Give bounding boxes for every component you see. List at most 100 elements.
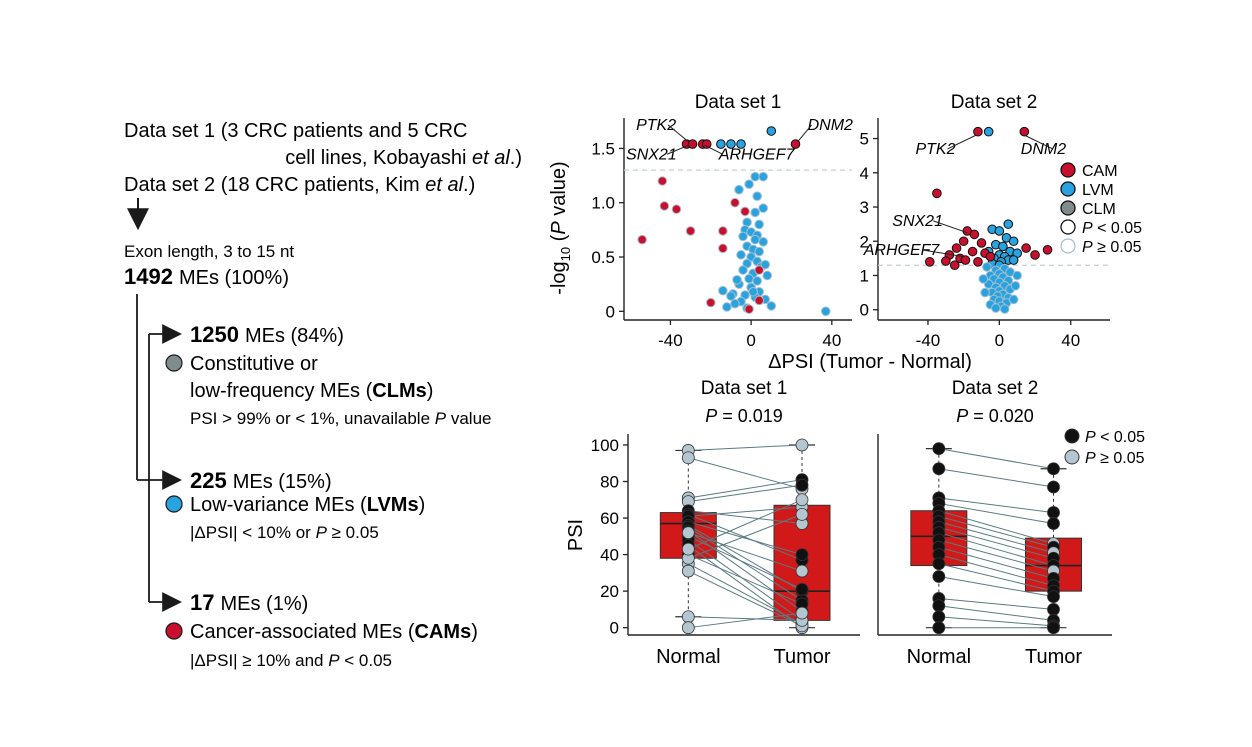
lvm-point [1008,236,1019,247]
pair-line [688,499,803,550]
cam-point [960,255,971,265]
cam-point [985,251,996,262]
gene-label-pointer [922,249,964,258]
cam-point [754,265,764,275]
pair-line [688,457,803,490]
clm-dot-icon [165,354,183,372]
clm-desc2: low-frequency MEs (CLMs) [190,380,433,402]
gene-label-pointer [797,124,812,143]
lvm-point [758,203,769,213]
pair-line [938,532,1054,567]
gene-label-pointer [947,134,977,150]
tumor-point [795,478,809,492]
cam-point [941,256,951,266]
flowchart: Data set 1 (3 CRC patients and 5 CRC cel… [124,120,522,670]
lvm-point [1008,255,1019,265]
lvm-point [998,241,1008,252]
y-tick-label: 0 [860,301,869,320]
legend-marker [1060,200,1076,216]
legend-marker [1060,238,1076,254]
cam-point [951,243,962,253]
boxplot-title: Data set 1 [701,378,788,399]
exon-filter-text: Exon length, 3 to 15 nt [124,242,294,261]
cam-point [1042,245,1053,255]
gene-label: PTK2 [915,141,955,158]
tumor-point [795,582,809,596]
pair-line [938,616,1054,627]
gene-label: DNM2 [1021,141,1066,158]
pair-line [938,563,1054,592]
cam-point [976,238,987,248]
pair-line [688,570,803,627]
lvm-point [732,275,742,285]
normal-point [681,564,695,578]
dataset1-line1: Data set 1 (3 CRC patients and 5 CRC [124,120,468,142]
cam-point [718,226,728,236]
gene-label: PTK2 [636,117,676,134]
dataset2-line: Data set 2 (18 CRC patients, Kim et al.) [124,174,475,196]
pair-line [938,510,1054,545]
legend-marker [1060,181,1076,197]
pair-line [938,515,1054,548]
lvm-point [1008,294,1019,305]
lvm-point [1012,270,1023,281]
cam-point [671,204,682,215]
normal-point [681,526,695,540]
gene-label-pointer [666,144,689,155]
cam-point [740,206,750,217]
lvm-point [752,276,762,286]
cam-point [730,197,740,208]
x-tick-label: 0 [746,331,755,350]
lvm-point [734,184,744,195]
legend-label: P < 0.05 [1085,429,1145,446]
lvm-point [716,139,726,149]
lvm-dot-icon [165,495,183,513]
pair-line [688,612,803,629]
cam-point [657,176,668,186]
legend-label: P < 0.05 [1082,220,1142,237]
gene-label-pointer [933,220,968,234]
lvm-point [820,306,831,317]
normal-point [681,610,695,624]
lvm-point [750,171,760,182]
lvm-point [750,234,760,245]
pair-line [938,597,1054,610]
y-tick-label: 80 [600,473,619,492]
legend-label: P ≥ 0.05 [1085,450,1145,467]
lvm-count: 225 MEs (15%) [190,468,332,493]
lvm-point [766,301,777,311]
pair-line [688,484,803,503]
legend-marker [1064,428,1080,444]
lvm-point [726,291,736,301]
cam-point [687,139,698,149]
cam-point [949,260,960,271]
y-tick-label: 20 [600,582,619,601]
volcano-plot-dataset1: Data set 1 0 0.5 1.0 1.5 -40 0 40 PTK2 SNX21 ARHGE… [591,92,853,350]
y-tick-label: 0.5 [591,248,615,267]
cam-point [973,256,983,267]
cam-point [744,304,754,314]
gene-label: ARHGEF7 [718,146,796,163]
lvm-point [736,139,746,149]
pair-line [938,448,1054,470]
pair-line [688,539,803,621]
lvm-point [999,304,1010,314]
cam-point [967,246,978,257]
x-tick-label: -40 [916,331,941,350]
legend-label: P ≥ 0.05 [1082,239,1142,256]
y-tick-label: 1.0 [591,194,615,213]
pair-line [688,530,803,612]
boxplot-pvalue: P = 0.019 [705,406,783,426]
y-tick-label: 0 [606,302,615,321]
lvm-criteria: |ΔPSI| < 10% or P ≥ 0.05 [190,523,379,542]
lvm-point [722,302,732,312]
cam-point [685,226,696,236]
tumor-point [795,493,809,507]
gene-label-pointer [667,124,689,143]
cam-desc: Cancer-associated MEs (CAMs) [190,621,478,643]
boxplot-dataset1: Data set 1 P = 0.019 0 20 40 60 80 100 Normal Tum… [591,378,860,668]
category-label: Normal [907,646,971,668]
cam-point [932,188,942,199]
gene-label-pointer [704,144,724,155]
pair-line [938,546,1054,579]
